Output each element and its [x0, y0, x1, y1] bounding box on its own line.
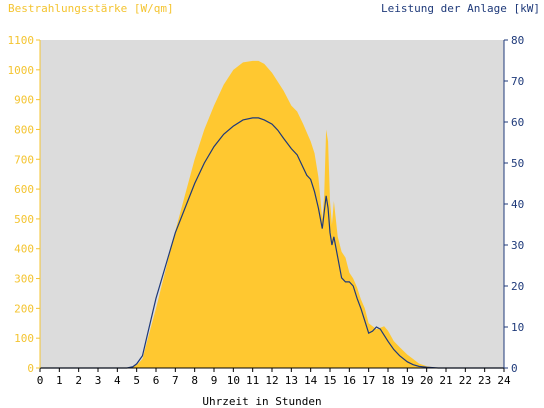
- x-tick-label: 0: [37, 374, 44, 387]
- x-tick-label: 11: [246, 374, 259, 387]
- x-tick-label: 19: [401, 374, 414, 387]
- x-axis-title: Uhrzeit in Stunden: [202, 395, 321, 408]
- x-tick-label: 8: [191, 374, 198, 387]
- left-tick-label: 500: [14, 213, 34, 226]
- left-tick-label: 300: [14, 273, 34, 286]
- right-tick-label: 70: [511, 75, 524, 88]
- left-tick-label: 200: [14, 302, 34, 315]
- right-tick-label: 30: [511, 239, 524, 252]
- x-tick-label: 10: [227, 374, 240, 387]
- x-tick-label: 7: [172, 374, 179, 387]
- right-tick-label: 10: [511, 321, 524, 334]
- right-tick-label: 0: [511, 362, 518, 375]
- left-tick-label: 0: [27, 362, 34, 375]
- x-tick-label: 15: [323, 374, 336, 387]
- left-tick-label: 400: [14, 243, 34, 256]
- right-tick-label: 40: [511, 198, 524, 211]
- x-tick-label: 2: [75, 374, 82, 387]
- left-tick-label: 800: [14, 123, 34, 136]
- ticks-layer: 0 1 2 3 4 5 6 7 8 9 10 11 12 13 14 15 16 17 18 19 20 21 22 23 24…: [8, 34, 525, 387]
- x-tick-label: 18: [381, 374, 394, 387]
- left-tick-label: 900: [14, 94, 34, 107]
- x-tick-label: 4: [114, 374, 121, 387]
- x-tick-label: 5: [133, 374, 140, 387]
- irradiance-area: [40, 60, 504, 369]
- x-tick-label: 16: [343, 374, 356, 387]
- left-tick-label: 1000: [8, 64, 35, 77]
- x-tick-label: 23: [478, 374, 491, 387]
- x-tick-label: 21: [439, 374, 452, 387]
- x-tick-label: 3: [95, 374, 102, 387]
- x-tick-label: 22: [459, 374, 472, 387]
- right-tick-label: 20: [511, 280, 524, 293]
- x-tick-label: 13: [285, 374, 298, 387]
- left-tick-label: 100: [14, 332, 34, 345]
- right-tick-label: 60: [511, 116, 524, 129]
- left-tick-label: 1100: [8, 34, 35, 47]
- x-tick-label: 17: [362, 374, 375, 387]
- x-tick-label: 1: [56, 374, 63, 387]
- left-tick-label: 700: [14, 153, 34, 166]
- right-tick-label: 50: [511, 157, 524, 170]
- left-tick-label: 600: [14, 183, 34, 196]
- power-line: [40, 117, 504, 369]
- x-tick-label: 9: [211, 374, 218, 387]
- series-layer: [40, 60, 504, 369]
- x-tick-label: 14: [304, 374, 318, 387]
- x-tick-label: 20: [420, 374, 433, 387]
- x-tick-label: 12: [265, 374, 278, 387]
- left-axis-title: Bestrahlungsstärke [W/qm]: [8, 2, 174, 15]
- x-tick-label: 24: [497, 374, 511, 387]
- x-tick-label: 6: [153, 374, 160, 387]
- right-tick-label: 80: [511, 34, 524, 47]
- right-axis-title: Leistung der Anlage [kW]: [381, 2, 540, 15]
